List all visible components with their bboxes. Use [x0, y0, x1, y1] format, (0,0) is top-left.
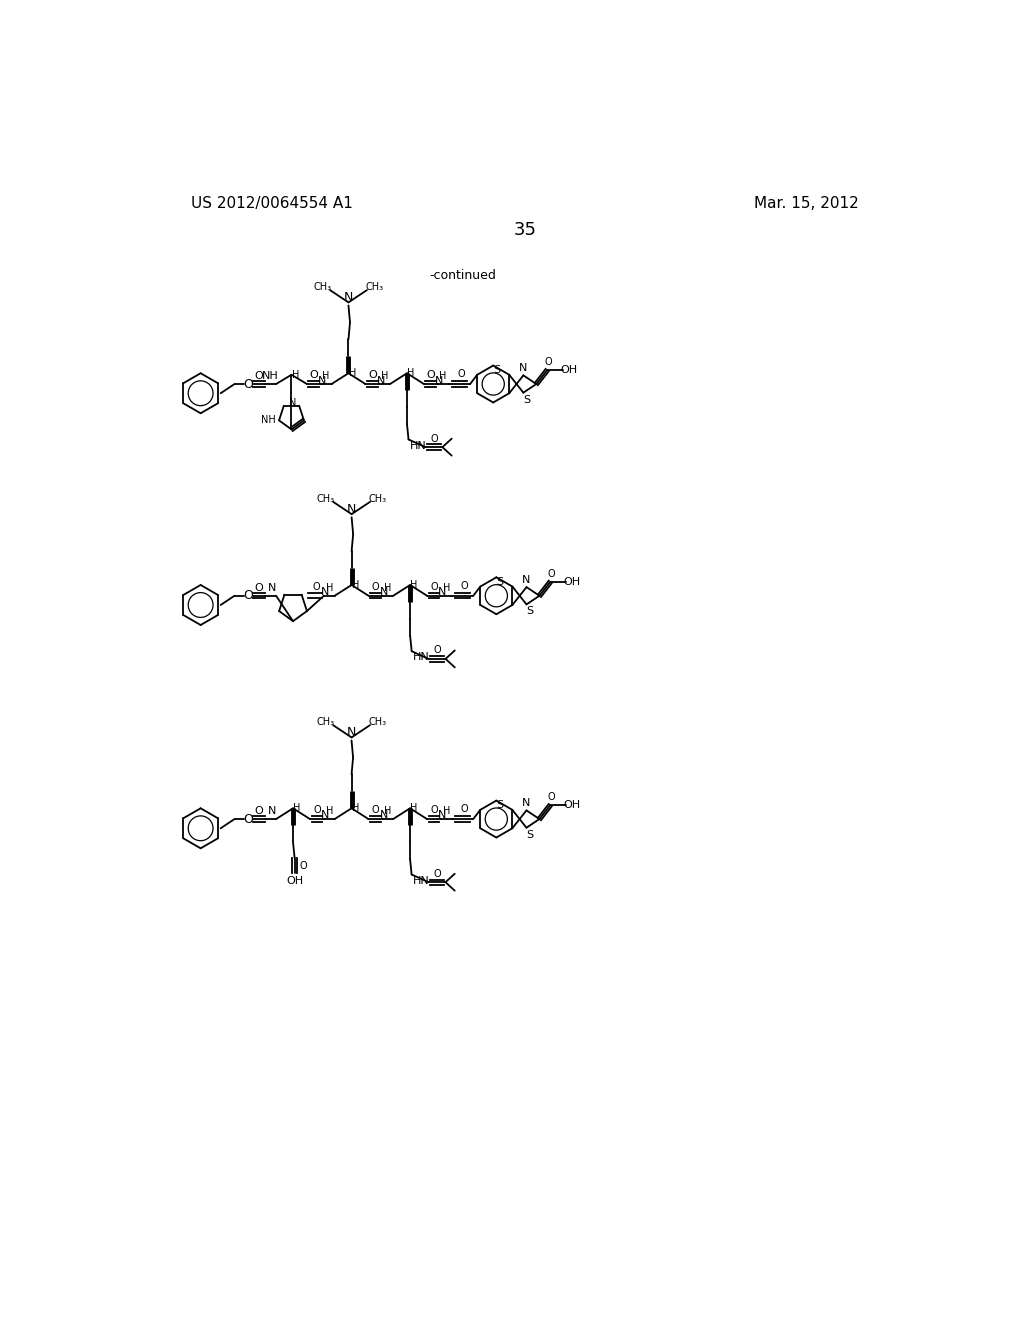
Text: O: O: [457, 370, 465, 379]
Text: O: O: [372, 582, 379, 591]
Text: H: H: [293, 804, 301, 813]
Text: OH: OH: [286, 876, 303, 887]
Text: N: N: [380, 587, 388, 597]
Text: N: N: [438, 810, 446, 820]
Text: H: H: [381, 371, 388, 381]
Text: O: O: [548, 792, 556, 803]
Text: O: O: [313, 805, 321, 814]
Text: H: H: [323, 371, 330, 380]
Text: N: N: [347, 726, 356, 739]
Text: S: S: [497, 800, 504, 810]
Text: N: N: [268, 807, 276, 816]
Text: O: O: [368, 370, 377, 380]
Text: S: S: [526, 606, 534, 616]
Text: N: N: [347, 503, 356, 516]
Text: O: O: [430, 805, 437, 814]
Text: S: S: [523, 395, 530, 405]
Text: CH₃: CH₃: [313, 282, 332, 292]
Text: N: N: [522, 576, 530, 585]
Text: OH: OH: [560, 366, 578, 375]
Text: CH₃: CH₃: [369, 717, 387, 727]
Text: O: O: [430, 582, 438, 591]
Text: O: O: [433, 869, 441, 879]
Text: O: O: [433, 645, 441, 656]
Text: OH: OH: [563, 800, 581, 810]
Text: O: O: [255, 371, 263, 381]
Text: O: O: [255, 807, 263, 816]
Text: N: N: [322, 587, 330, 597]
Text: NH: NH: [261, 416, 275, 425]
Text: N: N: [380, 810, 388, 820]
Text: S: S: [497, 577, 504, 587]
Text: N: N: [290, 397, 297, 408]
Text: O: O: [372, 805, 379, 814]
Text: HN: HN: [413, 875, 429, 886]
Text: H: H: [326, 583, 333, 593]
Text: HN: HN: [410, 441, 426, 450]
Text: 35: 35: [513, 220, 537, 239]
Text: S: S: [526, 830, 534, 840]
Text: O: O: [430, 434, 437, 444]
Text: N: N: [522, 799, 530, 808]
Text: H: H: [411, 804, 418, 813]
Text: O: O: [545, 358, 553, 367]
Text: O: O: [426, 370, 435, 380]
Text: N: N: [438, 587, 446, 597]
Text: O: O: [244, 813, 253, 825]
Text: N: N: [268, 583, 276, 593]
Text: CH₃: CH₃: [369, 494, 387, 504]
Text: HN: HN: [413, 652, 429, 663]
Text: H: H: [351, 804, 359, 813]
Text: CH₃: CH₃: [366, 282, 384, 292]
Text: N: N: [322, 810, 330, 820]
Text: US 2012/0064554 A1: US 2012/0064554 A1: [190, 195, 352, 211]
Text: N: N: [519, 363, 527, 374]
Text: N: N: [377, 376, 385, 385]
Text: H: H: [326, 807, 333, 816]
Text: O: O: [548, 569, 556, 579]
Text: CH₃: CH₃: [316, 717, 335, 727]
Text: N: N: [344, 292, 353, 305]
Text: Mar. 15, 2012: Mar. 15, 2012: [755, 195, 859, 211]
Text: H: H: [439, 371, 446, 381]
Text: CH₃: CH₃: [316, 494, 335, 504]
Text: H: H: [442, 583, 450, 593]
Text: O: O: [309, 370, 318, 380]
Text: H: H: [348, 368, 356, 379]
Text: O: O: [244, 378, 253, 391]
Text: O: O: [244, 589, 253, 602]
Text: OH: OH: [563, 577, 581, 587]
Text: O: O: [460, 804, 468, 814]
Text: H: H: [442, 807, 450, 816]
Text: H: H: [384, 807, 391, 816]
Text: O: O: [255, 583, 263, 593]
Text: O: O: [460, 581, 468, 591]
Text: -continued: -continued: [429, 269, 497, 282]
Text: N: N: [435, 376, 443, 385]
Text: H: H: [352, 579, 359, 590]
Text: H: H: [384, 583, 391, 593]
Text: O: O: [300, 861, 307, 871]
Text: S: S: [494, 366, 501, 375]
Text: N: N: [318, 376, 327, 385]
Text: H: H: [408, 368, 415, 379]
Text: O: O: [312, 582, 319, 591]
Text: H: H: [292, 370, 299, 380]
Text: NH: NH: [262, 371, 280, 381]
Text: H: H: [411, 579, 418, 590]
